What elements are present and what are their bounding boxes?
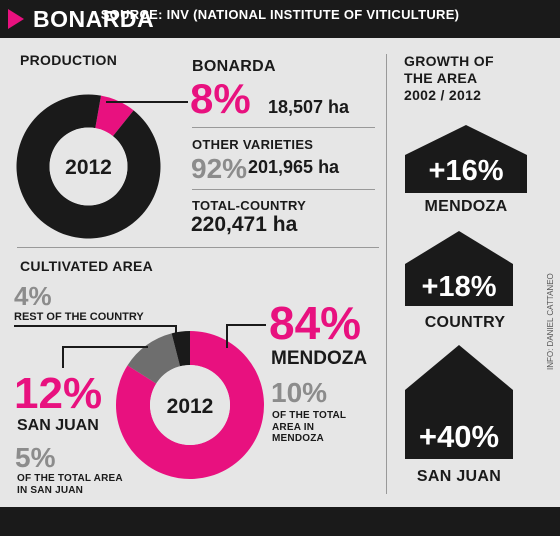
page-title: BONARDA [33, 6, 155, 32]
header-bar [0, 0, 560, 38]
growth-mendoza-label: MENDOZA [424, 198, 508, 215]
growth-heading: GROWTH OF THE AREA 2002 / 2012 [404, 53, 494, 104]
growth-mendoza-value: +16% [429, 155, 504, 187]
rest-of-country-label: REST OF THE COUNTRY [14, 311, 144, 323]
growth-house-country: +18% [405, 231, 513, 306]
growth-heading-line-1: GROWTH OF [404, 53, 494, 69]
production-slice-bonarda [95, 95, 134, 137]
sanjuan-percent: 12% [14, 369, 103, 418]
growth-heading-line-2: THE AREA [404, 70, 478, 86]
sanjuan-pointer-line-v [62, 346, 64, 368]
mendoza-share-line-1: OF THE TOTAL [272, 410, 347, 421]
sanjuan-share-text: OF THE TOTAL AREA IN SAN JUAN [17, 473, 123, 496]
mendoza-pointer-line-v [226, 324, 228, 348]
mendoza-label: MENDOZA [271, 348, 368, 369]
mendoza-share-percent: 10% [271, 377, 328, 408]
rest-pointer-line-v [175, 325, 177, 335]
growth-house-sanjuan: +40% [405, 345, 513, 459]
bonarda-pointer-line-h [108, 101, 188, 103]
growth-heading-line-3: 2002 / 2012 [404, 87, 482, 103]
vertical-divider [386, 54, 387, 494]
cultivated-center-label: 2012 [167, 395, 214, 418]
bonarda-label: BONARDA [192, 58, 276, 75]
production-donut-chart: 2012 [16, 94, 161, 239]
horizontal-divider [17, 247, 379, 248]
rest-of-country-percent: 4% [14, 281, 52, 311]
total-country-hectares: 220,471 ha [191, 213, 298, 236]
mendoza-share-line-2: AREA IN [272, 421, 315, 433]
cultivated-slice-rest-of-the-country [171, 331, 190, 367]
sanjuan-label: SAN JUAN [17, 417, 99, 434]
growth-country-value: +18% [422, 271, 497, 303]
growth-house-mendoza: +16% [405, 125, 527, 193]
cultivated-donut-chart: 2012 [115, 331, 264, 479]
credit-note: INFO: DANIEL CATTANEO [546, 273, 555, 370]
cultivated-slice-mendoza [115, 331, 264, 479]
production-divider-2 [192, 189, 375, 190]
cultivated-slice-san-juan [127, 333, 181, 384]
other-varieties-hectares: 201,965 ha [248, 157, 340, 177]
cultivated-heading: CULTIVATED AREA [20, 258, 154, 274]
production-center-label: 2012 [65, 156, 112, 179]
mendoza-share-line-3: MENDOZA [272, 433, 324, 444]
mendoza-percent: 84% [269, 297, 362, 349]
production-slice-other-varieties [16, 94, 161, 239]
source-note: SOURCE: INV (NATIONAL INSTITUTE OF VITIC… [100, 7, 460, 22]
other-varieties-percent: 92% [191, 153, 248, 184]
production-heading: PRODUCTION [20, 52, 118, 68]
growth-sanjuan-label: SAN JUAN [416, 468, 502, 485]
sanjuan-pointer-line-h [62, 346, 148, 348]
production-divider [192, 127, 375, 128]
production-hole [49, 127, 128, 206]
bonarda-pointer-line [106, 101, 109, 103]
bonarda-hectares: 18,507 ha [268, 97, 350, 117]
other-varieties-label: OTHER VARIETIES [192, 137, 314, 152]
total-country-label: TOTAL-COUNTRY [192, 198, 307, 213]
growth-country-label: COUNTRY [424, 314, 506, 331]
mendoza-pointer-line-h [226, 324, 266, 326]
bonarda-percent: 8% [190, 75, 251, 122]
rest-pointer-line-h [14, 325, 176, 327]
mendoza-share-text: OF THE TOTAL AREA IN MENDOZA [272, 410, 346, 445]
play-arrow-icon [8, 9, 24, 29]
sanjuan-share-line-2: IN SAN JUAN [17, 484, 84, 496]
sanjuan-share-percent: 5% [15, 442, 56, 473]
footer-bar [0, 507, 560, 536]
growth-sanjuan-value: +40% [419, 419, 499, 454]
cultivated-hole [150, 365, 230, 445]
sanjuan-share-line-1: OF THE TOTAL AREA [17, 473, 123, 484]
